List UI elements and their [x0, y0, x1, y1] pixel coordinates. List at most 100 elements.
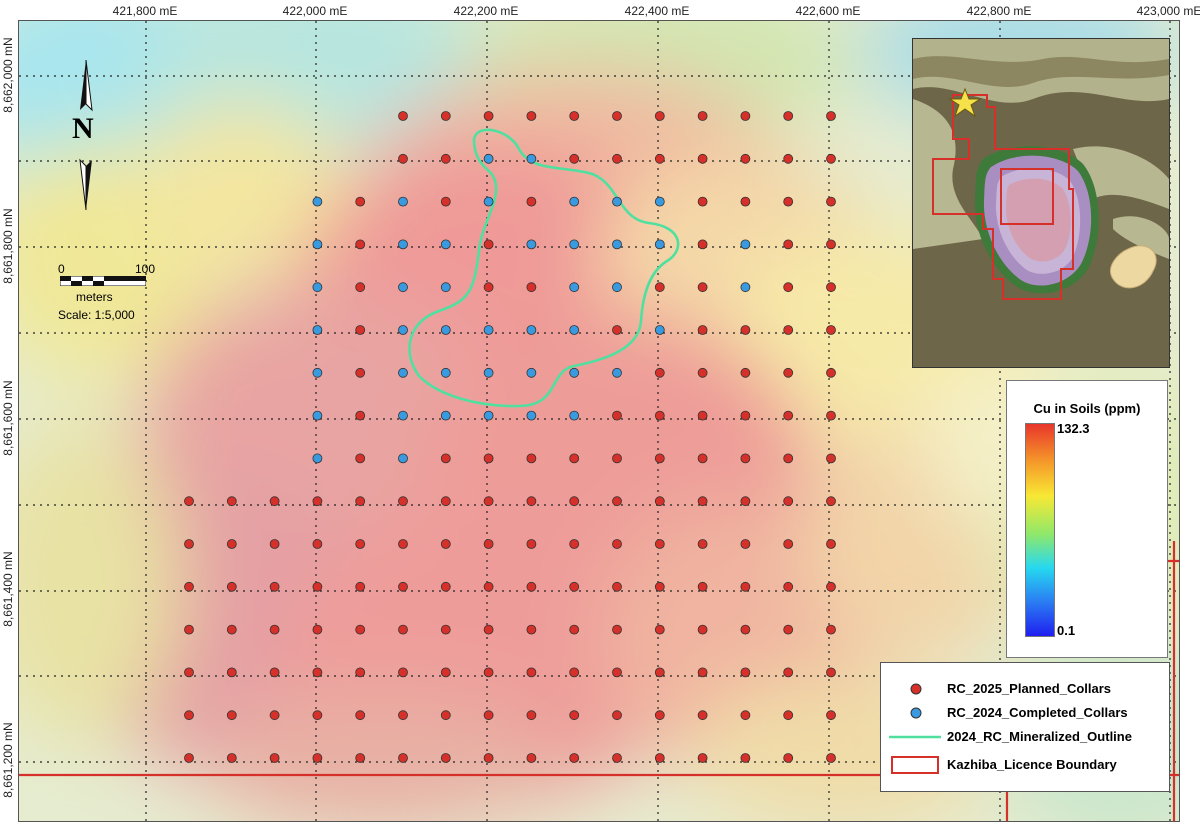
legend-item-boundary: Kazhiba_Licence Boundary: [881, 755, 1169, 775]
planned-collar-point: [398, 753, 408, 763]
planned-collar-point: [697, 453, 708, 464]
planned-collar-point: [654, 753, 665, 763]
scale-bar: 0 100 meters Scale: 1:5,000: [58, 262, 168, 332]
planned-collar-point: [483, 753, 494, 763]
planned-collar-point: [355, 667, 366, 678]
completed-collar-point: [312, 325, 323, 335]
planned-collar-point: [483, 667, 494, 678]
planned-collar-point: [654, 453, 665, 464]
planned-collar-point: [440, 581, 451, 592]
planned-collar-point: [440, 667, 451, 678]
planned-collar-point: [783, 282, 794, 293]
completed-collar-point: [398, 367, 408, 378]
completed-collar-point: [312, 410, 323, 421]
completed-collar-point: [526, 367, 537, 378]
planned-collar-point: [440, 753, 451, 763]
planned-collar-point: [226, 581, 237, 592]
planned-collar-point: [440, 153, 451, 164]
planned-collar-point: [398, 111, 408, 121]
planned-collar-point: [569, 667, 580, 678]
planned-collar-point: [184, 667, 194, 678]
planned-collar-point: [526, 581, 537, 592]
planned-collar-point: [483, 581, 494, 592]
planned-collar-point: [312, 667, 323, 678]
planned-collar-point: [826, 667, 836, 678]
planned-collar-point: [612, 325, 622, 335]
color-ramp-min: 0.1: [1057, 623, 1076, 638]
color-ramp-legend: Cu in Soils (ppm) 132.3 0.1: [1006, 380, 1168, 658]
planned-collar-point: [226, 496, 237, 507]
planned-collar-point: [654, 111, 665, 121]
northing-tick: 8,662,000 mN: [1, 37, 15, 113]
planned-collar-point: [654, 282, 665, 293]
completed-collar-point: [526, 410, 537, 421]
planned-collar-point: [398, 624, 408, 635]
planned-collar-point: [826, 153, 836, 164]
planned-collar-point: [740, 453, 751, 464]
scale-ratio: Scale: 1:5,000: [58, 308, 135, 322]
planned-collar-point: [783, 453, 794, 464]
planned-collar-point: [440, 496, 451, 507]
northing-tick: 8,661,400 mN: [1, 551, 15, 627]
soil-heatmap: [19, 21, 1179, 821]
planned-collar-point: [312, 581, 323, 592]
planned-collar-point: [483, 624, 494, 635]
scale-units: meters: [76, 290, 113, 304]
planned-collar-point: [184, 539, 194, 549]
planned-collar-point: [312, 624, 323, 635]
planned-collar-point: [740, 753, 751, 763]
planned-collar-point: [355, 581, 366, 592]
completed-collar-point: [440, 239, 451, 250]
planned-collar-point: [826, 753, 836, 763]
completed-collar-point: [483, 367, 494, 378]
planned-collar-point: [269, 753, 280, 763]
planned-collar-point: [654, 153, 665, 164]
completed-collar-point: [398, 410, 408, 421]
planned-collar-point: [226, 753, 237, 763]
completed-collar-point: [612, 196, 622, 207]
easting-tick: 422,600 mE: [795, 4, 861, 18]
easting-tick: 422,000 mE: [282, 4, 348, 18]
planned-collar-point: [783, 539, 794, 549]
planned-collar-point: [269, 581, 280, 592]
scale-zero: 0: [58, 262, 65, 276]
planned-collar-point: [697, 667, 708, 678]
planned-collar-point: [355, 367, 366, 378]
planned-collar-point: [783, 196, 794, 207]
planned-collar-point: [269, 710, 280, 721]
planned-collar-point: [612, 496, 622, 507]
map-canvas[interactable]: [18, 20, 1180, 822]
planned-collar-point: [826, 111, 836, 121]
completed-collar-point: [612, 239, 622, 250]
color-ramp-max: 132.3: [1057, 421, 1090, 436]
completed-collar-point: [312, 196, 323, 207]
planned-collar-point: [526, 453, 537, 464]
planned-collar-point: [654, 367, 665, 378]
completed-collar-point: [569, 325, 580, 335]
planned-collar-point: [783, 710, 794, 721]
planned-collar-point: [654, 624, 665, 635]
planned-collar-point: [612, 624, 622, 635]
completed-collar-point: [440, 367, 451, 378]
planned-collar-point: [740, 624, 751, 635]
planned-collar-point: [355, 753, 366, 763]
planned-collar-point: [740, 367, 751, 378]
completed-collar-point: [569, 367, 580, 378]
green-line-icon: [889, 735, 941, 739]
planned-collar-point: [697, 111, 708, 121]
planned-collar-point: [740, 111, 751, 121]
legend-label: RC_2024_Completed_Collars: [947, 705, 1128, 720]
planned-collar-point: [783, 753, 794, 763]
planned-collar-point: [826, 239, 836, 250]
easting-tick: 422,800 mE: [966, 4, 1032, 18]
planned-collar-point: [697, 325, 708, 335]
completed-collar-point: [740, 239, 751, 250]
planned-collar-point: [440, 539, 451, 549]
planned-collar-point: [569, 153, 580, 164]
completed-collar-point: [483, 410, 494, 421]
northing-tick: 8,661,800 mN: [1, 208, 15, 284]
planned-collar-point: [826, 539, 836, 549]
planned-collar-point: [654, 496, 665, 507]
blue-dot-icon: [910, 707, 922, 719]
planned-collar-point: [355, 496, 366, 507]
